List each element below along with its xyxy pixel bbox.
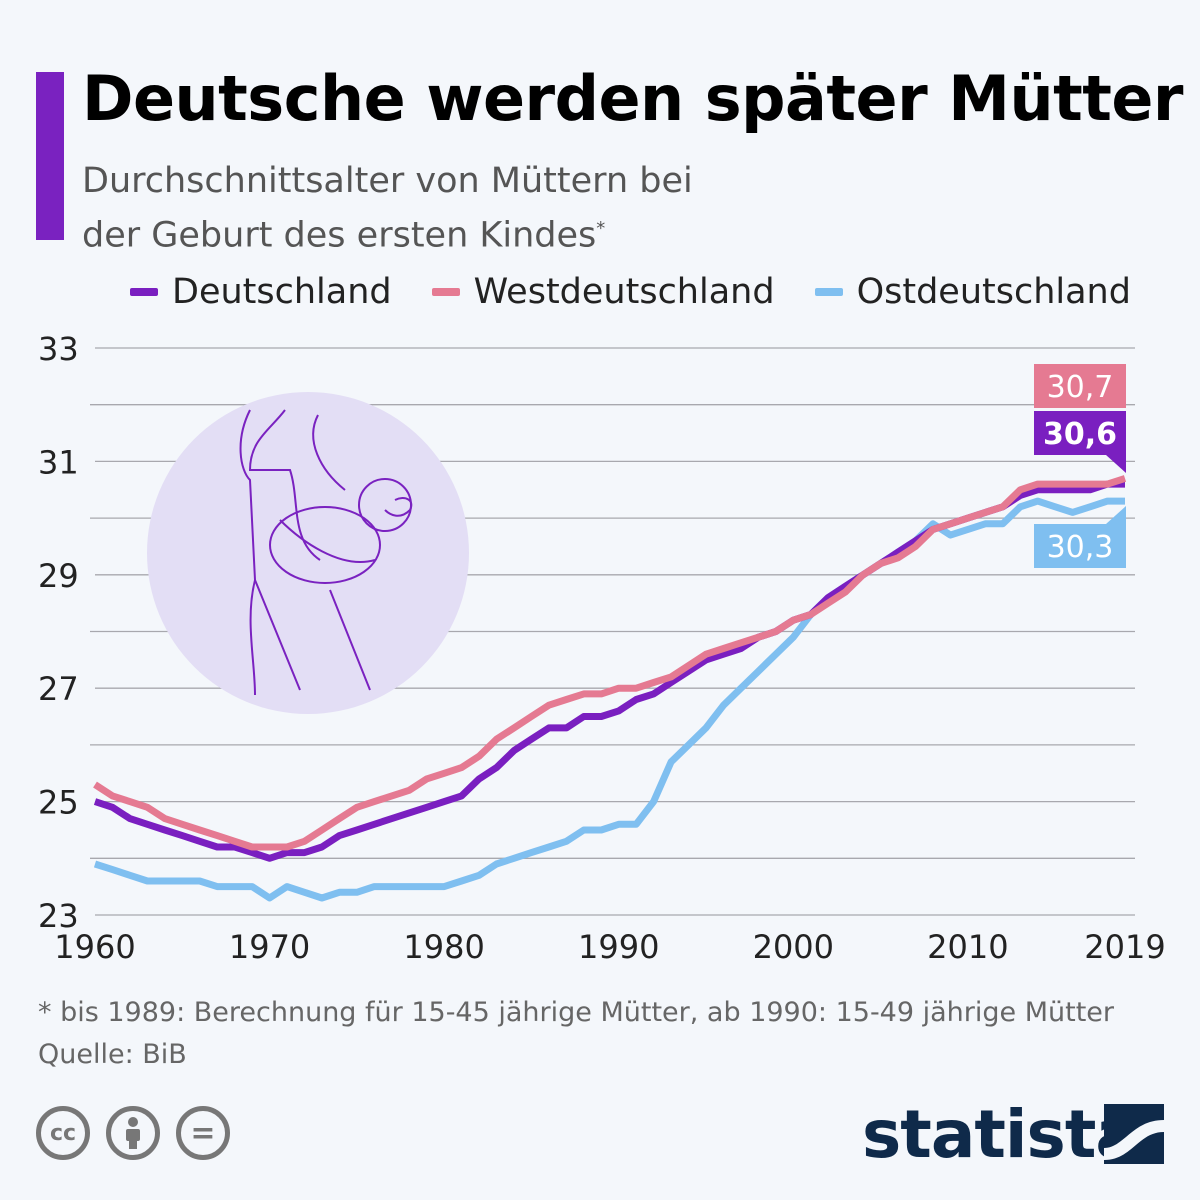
x-tick-label: 2000 (753, 928, 834, 966)
x-tick-label: 1970 (229, 928, 310, 966)
statista-logo[interactable]: statista (862, 1096, 1140, 1173)
footnote-marker: * (596, 218, 606, 239)
line-chart: 23 25 27 29 31 33 1960 1970 1980 1990 2000 2010 2019… (38, 330, 1166, 966)
legend-label: Westdeutschland (473, 272, 775, 312)
legend-swatch (431, 288, 460, 296)
legend-label: Deutschland (172, 272, 392, 312)
series-line-ostdeutschland (93, 497, 1125, 902)
y-tick-label: 31 (38, 443, 79, 481)
y-tick-label: 29 (38, 557, 79, 595)
legend-item-ostdeutschland: Ostdeutschland (814, 272, 1131, 312)
page-title: Deutsche werden später Mütter (82, 62, 1184, 135)
y-tick-label: 25 (38, 784, 79, 822)
y-tick-label: 27 (38, 670, 79, 708)
legend-label: Ostdeutschland (856, 272, 1131, 312)
source-text: Quelle: BiB (38, 1039, 187, 1070)
end-label-text: 30,6 (1043, 417, 1117, 452)
end-label-box (1034, 364, 1126, 408)
end-label-pointer (1106, 455, 1126, 473)
end-label-pointer (1106, 506, 1126, 524)
x-tick-label: 2010 (927, 928, 1008, 966)
attribution-icon[interactable] (106, 1106, 160, 1160)
statista-logo-mark (1104, 1104, 1164, 1164)
x-tick-label: 1990 (578, 928, 659, 966)
legend-swatch (814, 288, 843, 296)
subtitle: Durchschnittsalter von Müttern bei der G… (82, 158, 782, 260)
y-tick-label: 33 (38, 330, 79, 368)
mother-baby-illustration (147, 392, 469, 714)
x-tick-label: 1960 (54, 928, 135, 966)
end-label-box (1034, 411, 1126, 455)
subtitle-line1: Durchschnittsalter von Müttern bei (82, 161, 693, 201)
x-tick-label: 1980 (403, 928, 484, 966)
y-tick-label: 23 (38, 897, 79, 935)
no-derivatives-icon[interactable]: = (176, 1106, 230, 1160)
end-label-text: 30,3 (1047, 530, 1114, 565)
footnote: * bis 1989: Berechnung für 15-45 jährige… (38, 992, 1114, 1076)
x-tick-label: 2019 (1084, 928, 1165, 966)
legend-item-deutschland: Deutschland (130, 272, 392, 312)
legend-item-westdeutschland: Westdeutschland (431, 272, 775, 312)
footnote-text: * bis 1989: Berechnung für 15-45 jährige… (38, 997, 1115, 1028)
series-line-westdeutschland (93, 475, 1127, 851)
end-label-box (1034, 524, 1126, 568)
subtitle-line2: der Geburt des ersten Kindes (82, 215, 597, 256)
accent-bar (36, 72, 64, 240)
end-label-westdeutschland: 30,7 (1034, 364, 1126, 408)
legend-swatch (130, 288, 158, 296)
end-label-ostdeutschland: 30,3 (1034, 506, 1126, 568)
legend: Deutschland Westdeutschland Ostdeutschla… (130, 272, 1131, 312)
cc-icon[interactable]: cc (36, 1106, 90, 1160)
end-label-text: 30,7 (1047, 370, 1114, 405)
license-icons: cc = (36, 1106, 230, 1160)
end-label-deutschland: 30,6 (1034, 411, 1126, 473)
